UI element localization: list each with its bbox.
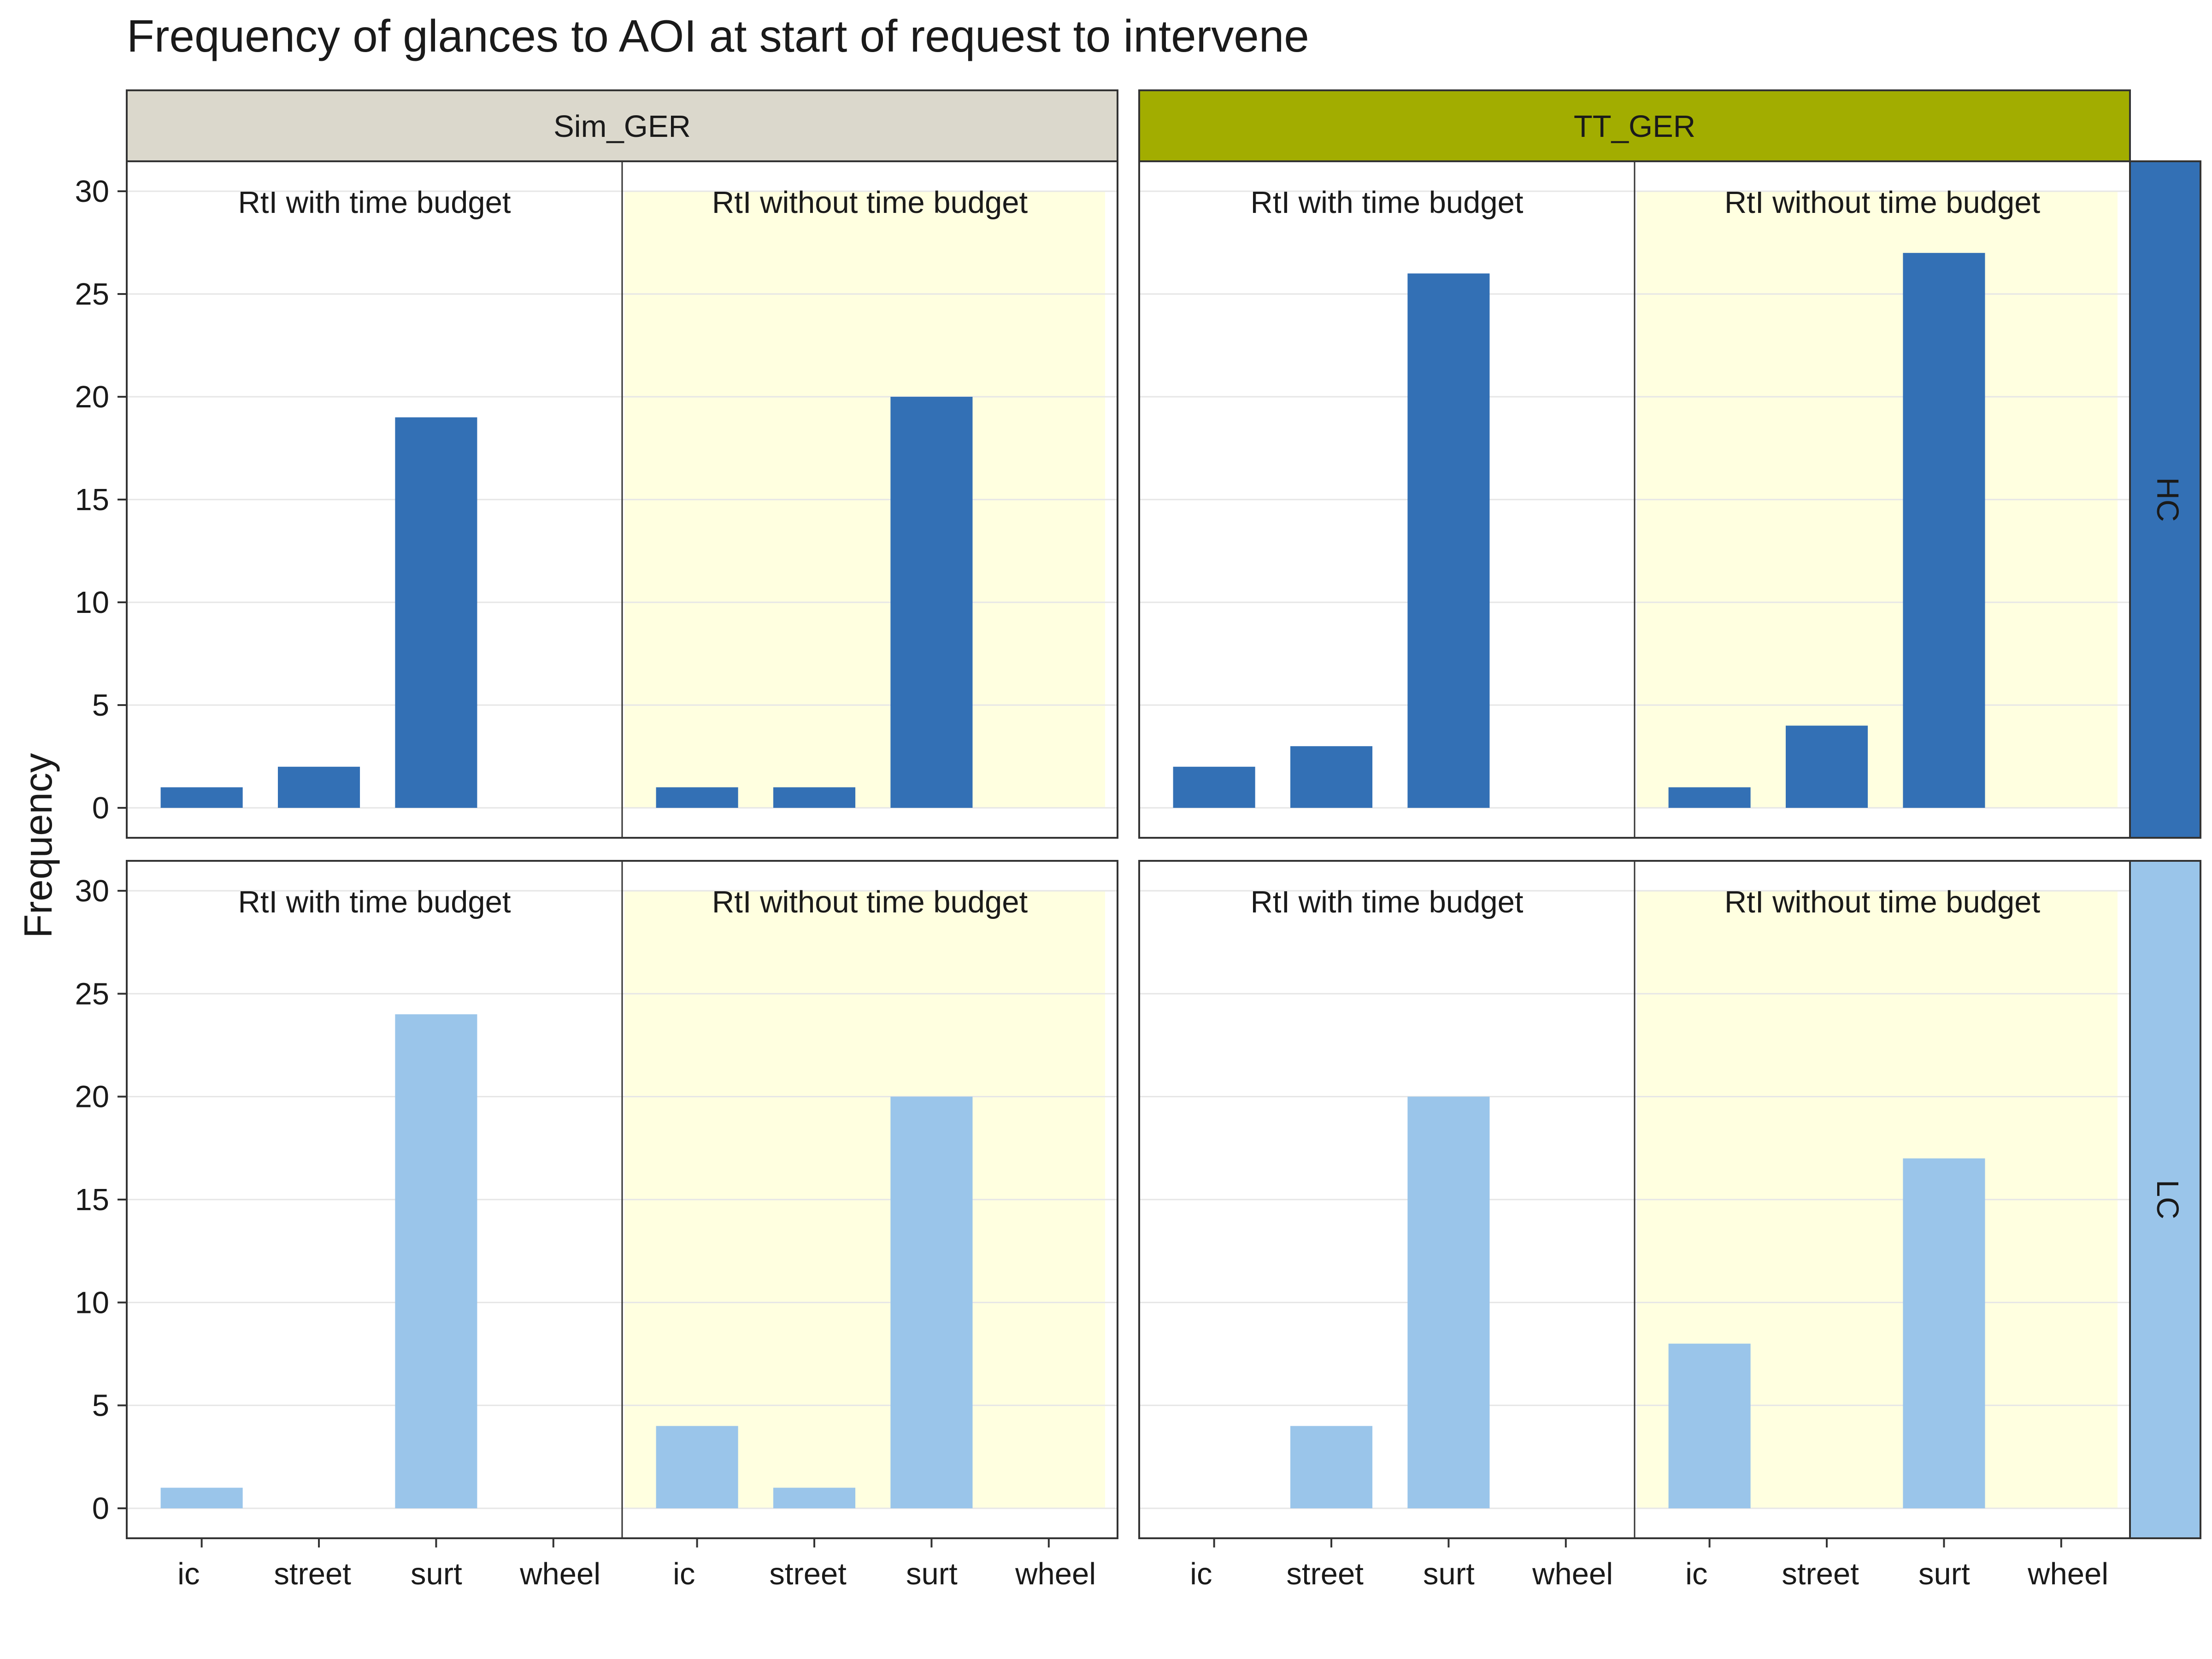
y-tick-label: 10 xyxy=(75,585,109,620)
bar-street xyxy=(773,787,856,808)
x-tick-label-wheel: wheel xyxy=(1015,1557,1096,1591)
bar-ic xyxy=(656,787,738,808)
y-tick-label: 15 xyxy=(75,1182,109,1217)
bar-ic xyxy=(160,1488,243,1508)
row-strip-label-hc: HC xyxy=(2150,477,2185,522)
y-tick-label: 25 xyxy=(75,277,109,312)
x-tick-label-ic: ic xyxy=(1685,1557,1707,1591)
row-strip-label-lc: LC xyxy=(2150,1180,2185,1219)
chart-title: Frequency of glances to AOI at start of … xyxy=(127,11,1309,61)
y-tick-label: 30 xyxy=(75,874,109,908)
bar-surt xyxy=(395,417,477,808)
condition-label: RtI with time budget xyxy=(1250,885,1523,919)
condition-label: RtI with time budget xyxy=(1250,185,1523,220)
panel-sim-ger-lc: RtI with time budget RtI without time bud… xyxy=(75,860,1118,1591)
bar-ic xyxy=(656,1426,738,1508)
panel-border xyxy=(1138,160,2131,839)
bar-surt xyxy=(1407,273,1490,808)
bar-street xyxy=(1290,746,1373,808)
condition-label: RtI without time budget xyxy=(1724,185,2041,220)
bar-surt xyxy=(1407,1096,1490,1508)
row-strip-hc xyxy=(2129,160,2201,839)
bar-street xyxy=(1785,725,1868,808)
x-tick-label-surt: surt xyxy=(906,1557,958,1591)
column-strip-tt-ger xyxy=(1138,89,2131,162)
bar-surt xyxy=(1903,1158,1985,1508)
bar-surt xyxy=(890,1096,973,1508)
y-tick-label: 20 xyxy=(75,380,109,414)
x-tick-label-street: street xyxy=(1286,1557,1364,1591)
x-tick-label-ic: ic xyxy=(1190,1557,1212,1591)
column-strip-sim-ger xyxy=(126,89,1118,162)
y-tick-label: 25 xyxy=(75,977,109,1011)
x-tick-label-street: street xyxy=(769,1557,847,1591)
row-strip-lc xyxy=(2129,860,2201,1539)
y-tick-label: 10 xyxy=(75,1285,109,1320)
y-tick-label: 20 xyxy=(75,1080,109,1114)
x-tick-label-ic: ic xyxy=(673,1557,695,1591)
bar-street xyxy=(277,766,360,808)
column-strip-label-sim-ger: Sim_GER xyxy=(553,109,691,144)
x-tick-label-ic: ic xyxy=(177,1557,200,1591)
bar-ic xyxy=(160,787,243,808)
x-tick-label-street: street xyxy=(274,1557,351,1591)
panel-tt-ger-lc: RtI with time budget RtI without time bud… xyxy=(1138,860,2131,1591)
bar-street xyxy=(1290,1426,1373,1508)
panel-sim-ger-hc: RtI with time budget RtI without time bud… xyxy=(75,160,1118,839)
condition-label: RtI without time budget xyxy=(712,885,1028,919)
y-tick-label: 15 xyxy=(75,482,109,517)
bar-ic xyxy=(1668,787,1751,808)
x-tick-label-surt: surt xyxy=(1423,1557,1475,1591)
x-tick-label-surt: surt xyxy=(1918,1557,1970,1591)
y-axis-title: Frequency xyxy=(17,753,60,938)
bar-ic xyxy=(1668,1343,1751,1508)
x-tick-label-wheel: wheel xyxy=(2027,1557,2108,1591)
y-tick-label: 0 xyxy=(92,1491,109,1526)
bar-street xyxy=(773,1488,856,1508)
bar-surt xyxy=(1903,253,1985,808)
condition-label: RtI with time budget xyxy=(238,885,511,919)
y-tick-label: 5 xyxy=(92,1388,109,1423)
x-tick-label-wheel: wheel xyxy=(1532,1557,1613,1591)
x-tick-label-surt: surt xyxy=(411,1557,462,1591)
condition-label: RtI without time budget xyxy=(1724,885,2041,919)
condition-label: RtI with time budget xyxy=(238,185,511,220)
condition-label: RtI without time budget xyxy=(712,185,1028,220)
column-strip-label-tt-ger: TT_GER xyxy=(1574,109,1695,144)
panel-tt-ger-hc: RtI with time budget RtI without time bud… xyxy=(1138,160,2131,839)
bar-surt xyxy=(395,1014,477,1508)
y-tick-label: 0 xyxy=(92,791,109,825)
x-tick-label-wheel: wheel xyxy=(519,1557,600,1591)
y-tick-label: 30 xyxy=(75,174,109,209)
bar-ic xyxy=(1173,766,1255,808)
bar-surt xyxy=(890,397,973,808)
x-tick-label-street: street xyxy=(1782,1557,1859,1591)
y-tick-label: 5 xyxy=(92,688,109,723)
panel-border xyxy=(1138,860,2131,1539)
